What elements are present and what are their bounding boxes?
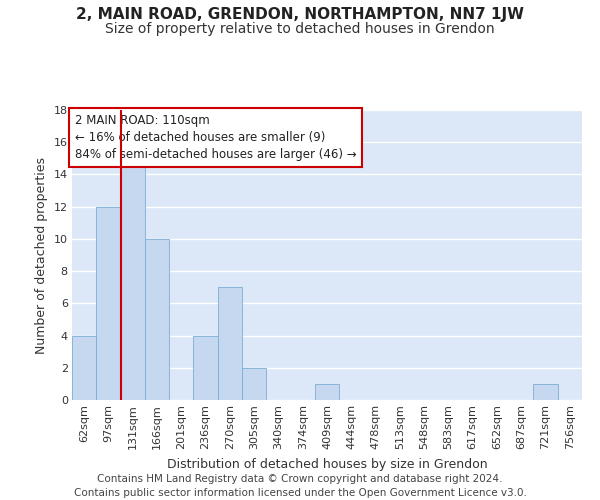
Bar	[96, 206, 121, 400]
Bar	[533, 384, 558, 400]
Bar	[72, 336, 96, 400]
Text: Contains HM Land Registry data © Crown copyright and database right 2024.
Contai: Contains HM Land Registry data © Crown c…	[74, 474, 526, 498]
Y-axis label: Number of detached properties: Number of detached properties	[35, 156, 48, 354]
Text: 2 MAIN ROAD: 110sqm
← 16% of detached houses are smaller (9)
84% of semi-detache: 2 MAIN ROAD: 110sqm ← 16% of detached ho…	[74, 114, 356, 162]
Text: Size of property relative to detached houses in Grendon: Size of property relative to detached ho…	[105, 22, 495, 36]
Bar	[242, 368, 266, 400]
Bar	[218, 287, 242, 400]
Bar	[315, 384, 339, 400]
Bar	[193, 336, 218, 400]
Bar	[145, 239, 169, 400]
Text: 2, MAIN ROAD, GRENDON, NORTHAMPTON, NN7 1JW: 2, MAIN ROAD, GRENDON, NORTHAMPTON, NN7 …	[76, 8, 524, 22]
Bar	[121, 158, 145, 400]
X-axis label: Distribution of detached houses by size in Grendon: Distribution of detached houses by size …	[167, 458, 487, 470]
